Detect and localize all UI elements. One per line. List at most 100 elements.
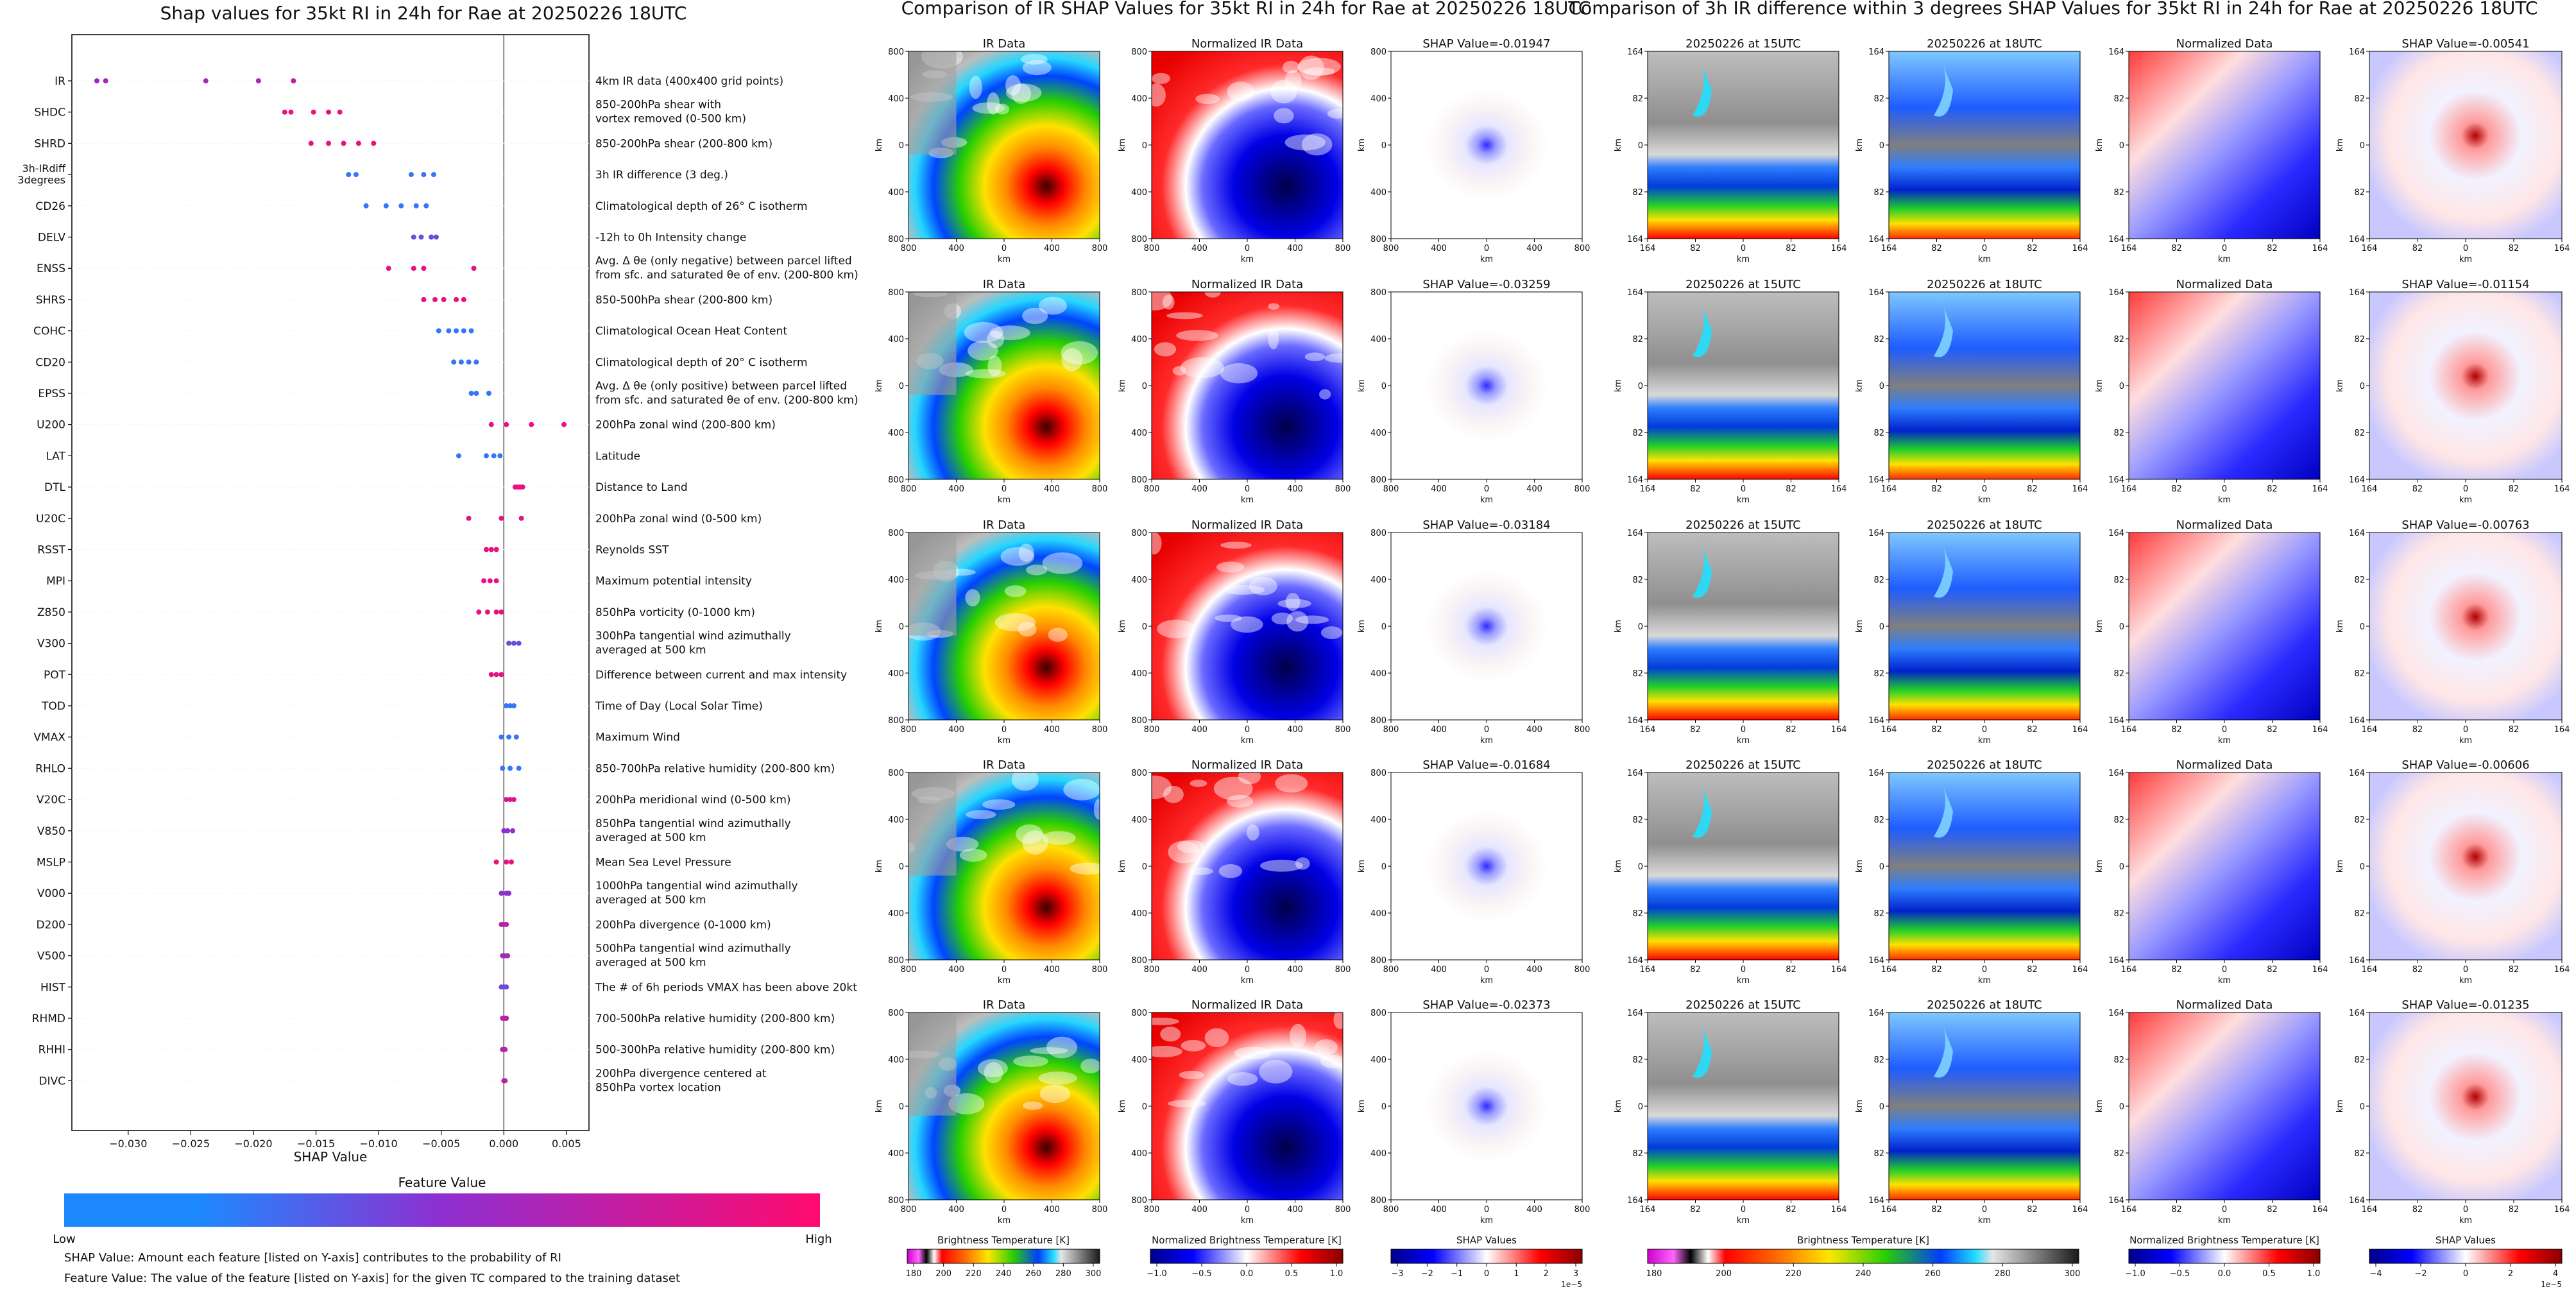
x-tick-label: 164 <box>1881 725 1897 735</box>
diff-15utc-image <box>1648 51 1839 239</box>
x-tick-label: 800 <box>901 1205 917 1215</box>
panel-title: IR Data <box>983 278 1026 291</box>
x-axis-unit: km <box>2218 736 2231 746</box>
y-tick-label: 164 <box>1627 288 1643 298</box>
x-axis-unit: km <box>2218 255 2231 264</box>
colorbar-tick-label: 300 <box>2065 1269 2081 1279</box>
diff-18utc-image <box>1889 1012 2080 1200</box>
cloud-blob <box>1145 531 1162 555</box>
x-tick-label: 82 <box>1931 244 1942 253</box>
x-tick-label: 82 <box>2412 244 2423 253</box>
y-tick-label: 82 <box>2113 576 2124 585</box>
shap-point <box>458 359 464 365</box>
shap-point <box>488 547 494 552</box>
cloud-blob <box>1314 1039 1338 1055</box>
colorbar-label: Brightness Temperature [K] <box>1797 1234 1929 1246</box>
colorbar <box>1647 1249 2079 1264</box>
feature-description: Maximum potential intensity <box>595 575 752 588</box>
cloud-blob <box>987 355 1002 377</box>
cold-cloud-feature <box>1693 539 1712 598</box>
panel-title: 20250226 at 15UTC <box>1685 37 1801 51</box>
x-tick-label: 800 <box>901 725 917 735</box>
feature-description: 850-700hPa relative humidity (200-800 km… <box>595 762 835 775</box>
y-tick-label: 164 <box>1868 288 1884 298</box>
y-tick-label: 164 <box>2349 1009 2365 1018</box>
shap-point <box>502 1046 508 1052</box>
x-tick-label: 0 <box>1484 725 1489 735</box>
x-tick-label: 82 <box>2509 725 2520 735</box>
shap-point <box>504 859 509 865</box>
panel-title: 20250226 at 15UTC <box>1685 758 1801 772</box>
y-tick-label: 0 <box>1879 622 1884 632</box>
x-tick-label: 0 <box>1741 725 1746 735</box>
feature-description: Climatological depth of 20° C isotherm <box>595 356 808 369</box>
shap-point <box>484 547 489 552</box>
x-tick-label: 164 <box>2554 965 2570 975</box>
y-tick-label: 400 <box>888 576 904 585</box>
feature-name: V000 <box>37 887 65 900</box>
cloud-blob <box>1151 73 1171 84</box>
y-tick-label: 800 <box>888 288 904 298</box>
y-tick-label: 82 <box>1873 188 1884 198</box>
diff-normalized-image <box>2129 533 2320 720</box>
x-tick-label: 0 <box>2222 1205 2227 1215</box>
diff-18utc-image <box>1889 773 2080 960</box>
colorbar-label: SHAP Values <box>2435 1234 2496 1246</box>
x-tick-label: 400 <box>1526 244 1542 253</box>
colorbar-tick-label: 0.0 <box>2218 1269 2231 1279</box>
y-tick-label: 164 <box>2108 1009 2124 1018</box>
shap-point <box>511 797 516 803</box>
y-tick-label: 164 <box>2108 529 2124 538</box>
cloud-blob <box>1218 864 1243 878</box>
y-tick-label: 164 <box>1627 235 1643 244</box>
cloud-blob <box>1016 824 1043 844</box>
cloud-blob <box>1163 785 1184 803</box>
cloud-blob <box>1216 561 1245 573</box>
y-tick-label: 164 <box>1868 235 1884 244</box>
colorbar-tick-label: 4 <box>2553 1269 2558 1279</box>
y-tick-label: 0 <box>899 1102 904 1112</box>
y-tick-label: 164 <box>2349 235 2365 244</box>
y-tick-label: 800 <box>1370 956 1386 966</box>
cloud-blob <box>994 613 1036 631</box>
shap-point <box>486 391 491 396</box>
cloud-blob <box>1026 564 1048 576</box>
x-tick-label: 164 <box>2362 484 2378 494</box>
shap-value-title: SHAP Value=-0.01154 <box>2401 278 2529 291</box>
x-tick-label: 164 <box>1831 244 1847 253</box>
x-tick-label: 82 <box>2027 965 2038 975</box>
x-tick-label: 82 <box>1931 725 1942 735</box>
y-tick-label: 400 <box>1370 1055 1386 1065</box>
x-tick-label: 400 <box>1044 725 1060 735</box>
ir-comparison-title: Comparison of IR SHAP Values for 35kt RI… <box>901 0 1591 19</box>
y-tick-label: 82 <box>2113 815 2124 825</box>
y-axis-unit: km <box>2095 860 2104 873</box>
colorbar-tick-label: 220 <box>1786 1269 1802 1279</box>
cold-cloud-feature <box>1693 1019 1712 1078</box>
x-tick-label: 0 <box>1741 965 1746 975</box>
x-tick-label: 800 <box>1335 725 1351 735</box>
x-tick-label: 82 <box>2027 1205 2038 1215</box>
y-tick-label: 800 <box>1131 475 1147 485</box>
colorbar-tick-label: 1 <box>1514 1269 1519 1279</box>
x-axis-unit: km <box>1737 1216 1750 1225</box>
cloud-blob <box>1022 830 1048 855</box>
x-tick-label: 164 <box>1831 484 1847 494</box>
shap-axes-frame <box>71 34 590 1131</box>
shap-summary-title: Shap values for 35kt RI in 24h for Rae a… <box>160 3 687 24</box>
panel-title: Normalized Data <box>2176 518 2273 532</box>
shap-point <box>499 609 504 615</box>
y-tick-label: 800 <box>1370 235 1386 244</box>
cloud-blob <box>964 321 1003 343</box>
shap-point <box>506 734 512 740</box>
y-tick-label: 800 <box>888 769 904 778</box>
shap-point <box>520 484 525 490</box>
y-tick-label: 0 <box>1879 141 1884 151</box>
x-tick-label: 0 <box>2463 1205 2468 1215</box>
colorbar-tick-label: −0.5 <box>1191 1269 1212 1279</box>
feature-name: RHHI <box>38 1044 65 1057</box>
panel-title: IR Data <box>983 758 1026 772</box>
x-tick-label: 400 <box>1431 484 1447 494</box>
feature-description: Avg. Δ θe (only positive) between parcel… <box>595 380 858 407</box>
